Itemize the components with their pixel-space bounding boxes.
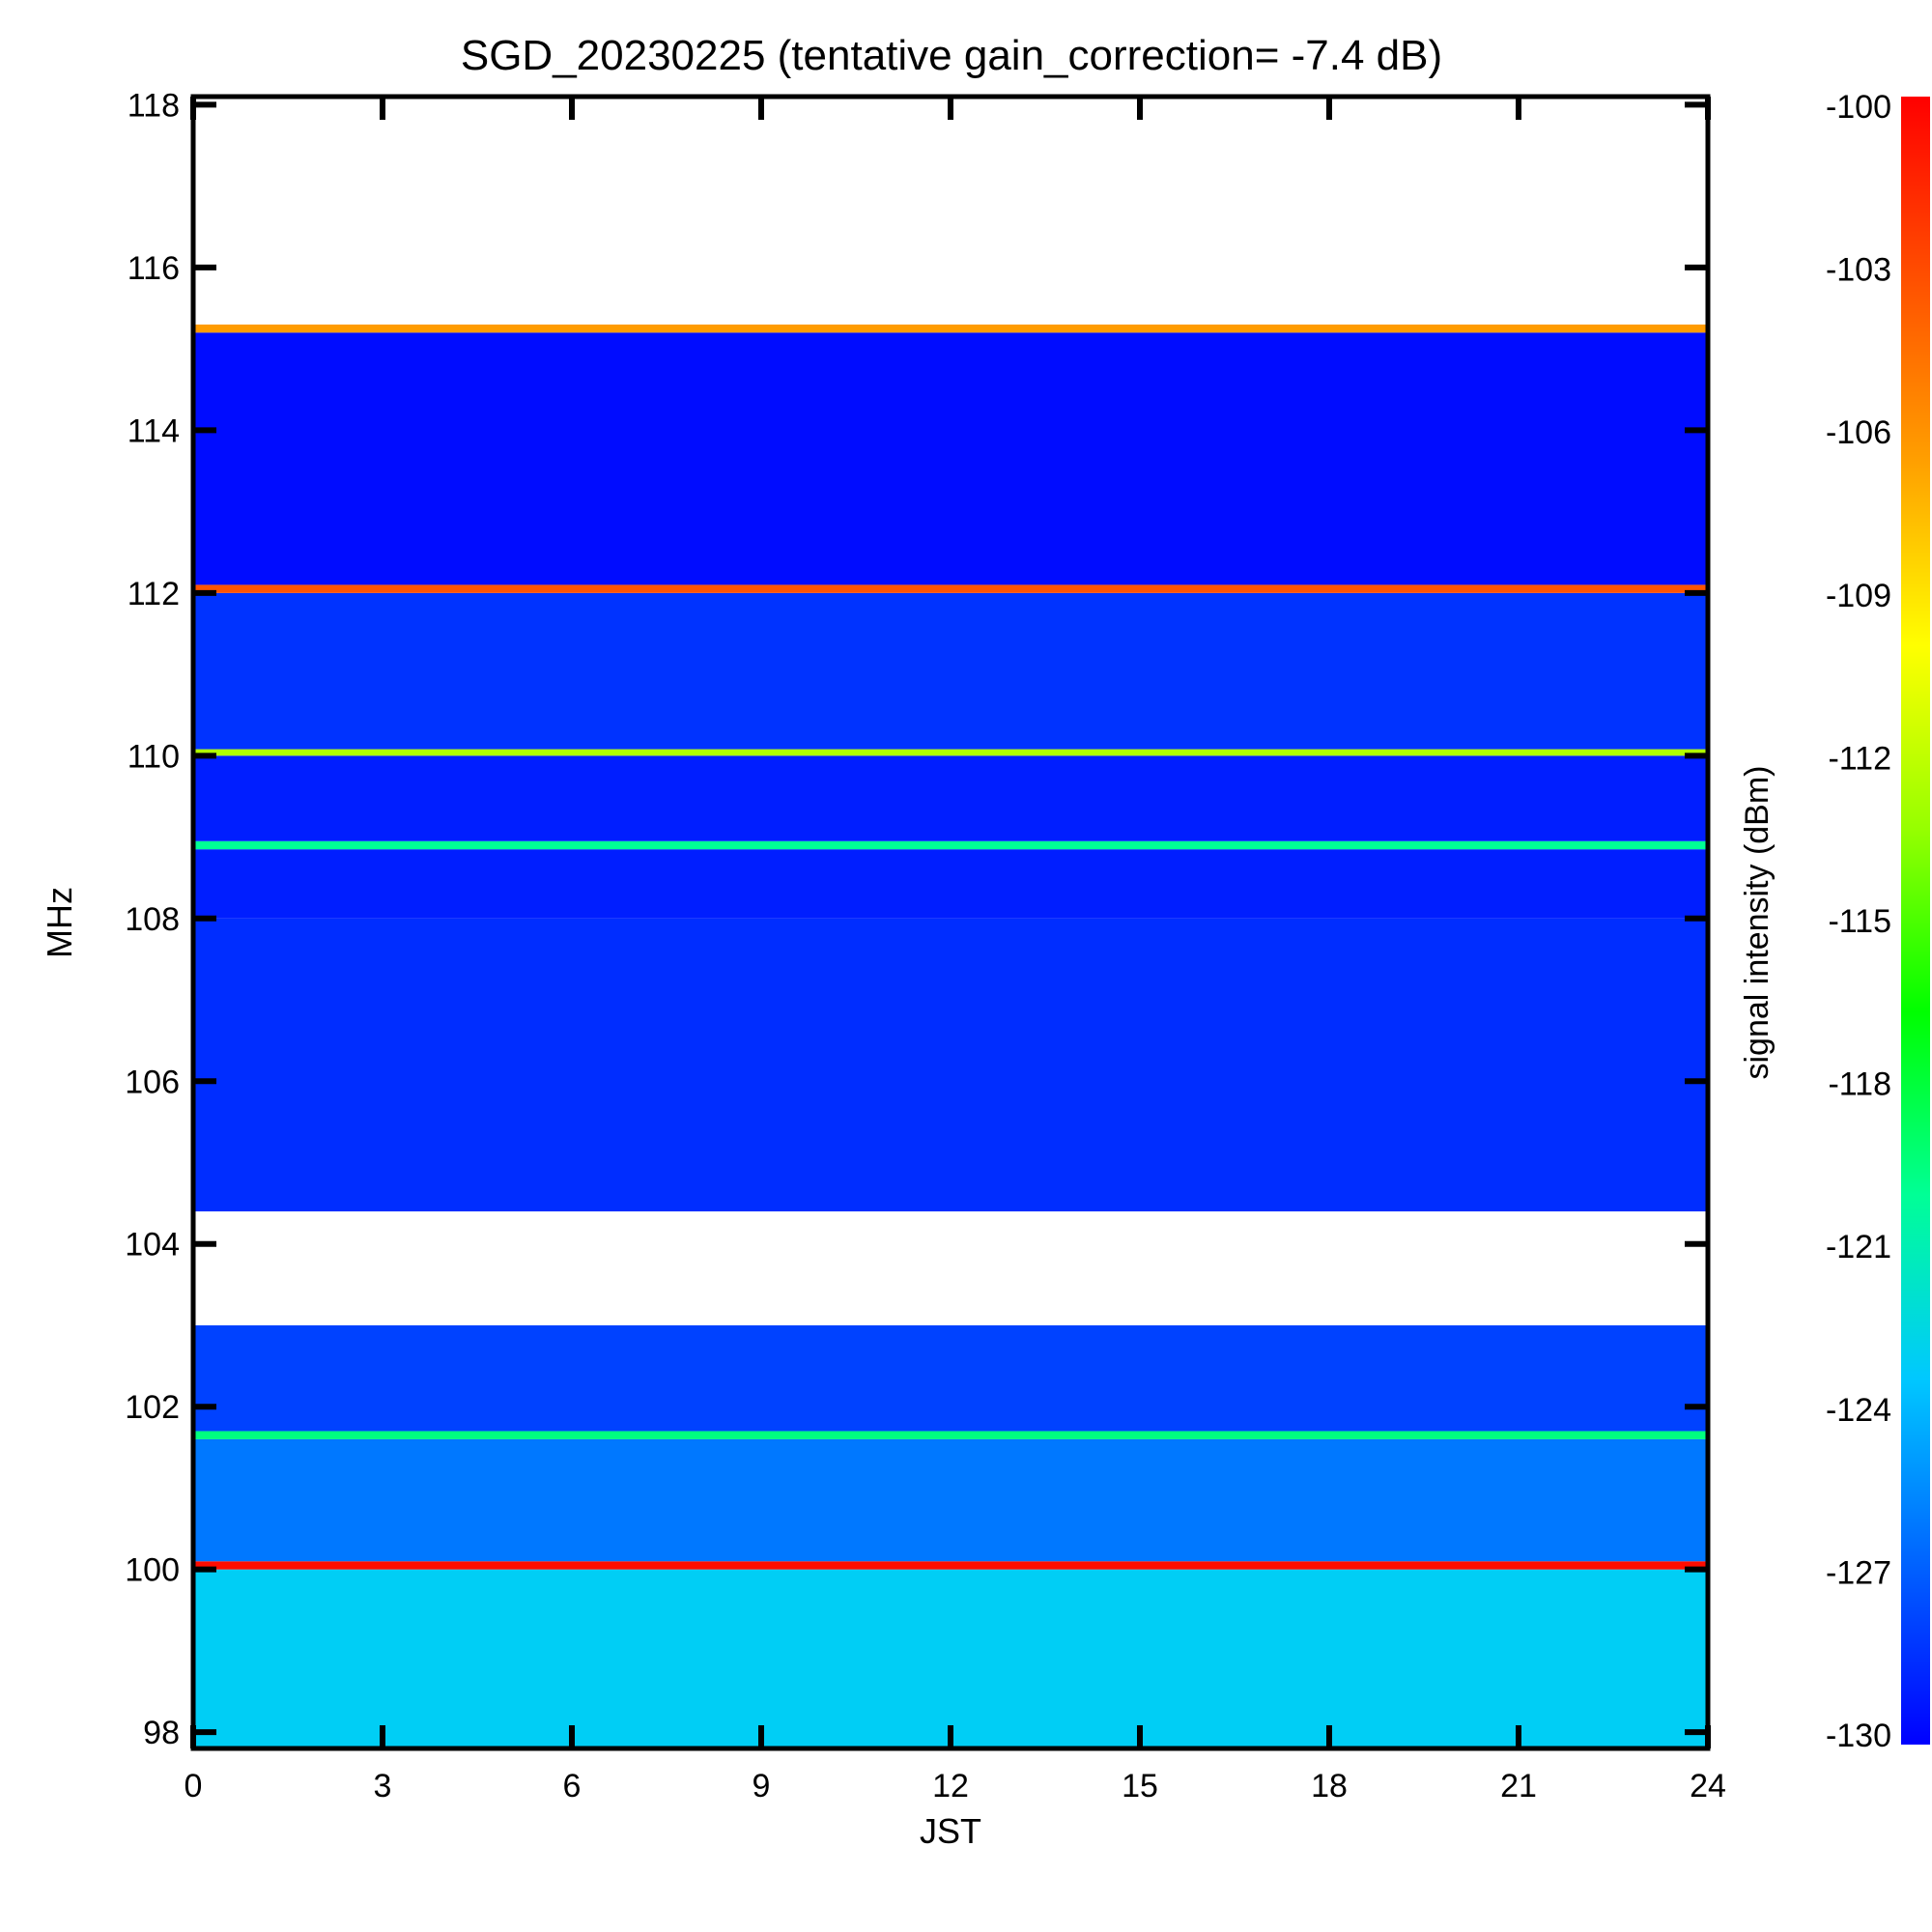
x-tick-label: 6 xyxy=(563,1768,582,1804)
x-tick-label: 9 xyxy=(753,1768,771,1804)
heatmap-band xyxy=(193,849,1708,919)
colorbar-tick-label: -112 xyxy=(1828,740,1891,777)
y-tick-label: 102 xyxy=(125,1389,180,1426)
colorbar-tick-label: -118 xyxy=(1828,1066,1891,1103)
x-tick-label: 12 xyxy=(932,1768,969,1804)
colorbar: -100 -103 -106 -109 -112 -115 -118 -121 -124 -127… xyxy=(1739,89,1930,1754)
colorbar-tick-label: -121 xyxy=(1826,1229,1891,1265)
y-tick-label: 116 xyxy=(128,250,180,287)
heatmap-band xyxy=(193,1561,1708,1570)
heatmap-bands xyxy=(193,97,1708,1748)
x-tick-label: 3 xyxy=(374,1768,392,1804)
x-axis-ticks: 0 3 6 9 12 15 18 21 24 xyxy=(185,97,1726,1804)
y-tick-label: 110 xyxy=(128,738,180,775)
heatmap-band xyxy=(193,755,1708,841)
heatmap-band xyxy=(193,918,1708,1212)
y-tick-label: 106 xyxy=(125,1064,180,1100)
colorbar-tick-label: -103 xyxy=(1826,252,1891,289)
y-axis-label: MHz xyxy=(40,887,79,958)
colorbar-label: signal intensity (dBm) xyxy=(1739,765,1776,1079)
x-axis-label: JST xyxy=(920,1811,981,1851)
y-tick-label: 100 xyxy=(125,1552,180,1589)
x-tick-label: 0 xyxy=(185,1768,203,1804)
chart-title: SGD_20230225 (tentative gain_correction=… xyxy=(461,32,1442,79)
heatmap-band xyxy=(193,749,1708,756)
heatmap-band xyxy=(193,324,1708,333)
colorbar-ticks: -100 -103 -106 -109 -112 -115 -118 -121 -124 -127… xyxy=(1826,89,1891,1754)
heatmap-band xyxy=(193,1211,1708,1325)
heatmap-band xyxy=(193,592,1708,750)
y-tick-label: 98 xyxy=(143,1715,180,1751)
colorbar-tick-label: -130 xyxy=(1826,1718,1891,1754)
colorbar-tick-label: -127 xyxy=(1826,1554,1891,1591)
y-tick-label: 112 xyxy=(128,576,180,612)
x-tick-label: 15 xyxy=(1122,1768,1158,1804)
colorbar-tick-label: -106 xyxy=(1826,414,1891,451)
y-tick-label: 118 xyxy=(128,87,180,124)
x-tick-label: 24 xyxy=(1690,1768,1726,1804)
heatmap-band xyxy=(193,1569,1708,1748)
heatmap-plot: 0 3 6 9 12 15 18 21 24 98 100 102 104 106 108 110 112 11… xyxy=(125,87,1726,1804)
y-tick-label: 108 xyxy=(125,901,180,938)
x-tick-label: 18 xyxy=(1311,1768,1348,1804)
y-axis-ticks: 98 100 102 104 106 108 110 112 114 116 118 xyxy=(125,87,1708,1751)
heatmap-band xyxy=(193,332,1708,585)
heatmap-band xyxy=(193,97,1708,325)
y-tick-label: 104 xyxy=(125,1227,180,1264)
colorbar-tick-label: -124 xyxy=(1826,1392,1891,1429)
heatmap-band xyxy=(193,584,1708,593)
heatmap-band xyxy=(193,1431,1708,1439)
colorbar-tick-label: -109 xyxy=(1826,578,1891,614)
y-tick-label: 114 xyxy=(128,412,180,449)
heatmap-band xyxy=(193,1438,1708,1562)
x-tick-label: 21 xyxy=(1500,1768,1537,1804)
colorbar-tick-label: -115 xyxy=(1828,903,1891,940)
heatmap-band xyxy=(193,1324,1708,1432)
colorbar-gradient xyxy=(1901,97,1930,1745)
heatmap-band xyxy=(193,840,1708,850)
colorbar-tick-label: -100 xyxy=(1826,89,1891,126)
